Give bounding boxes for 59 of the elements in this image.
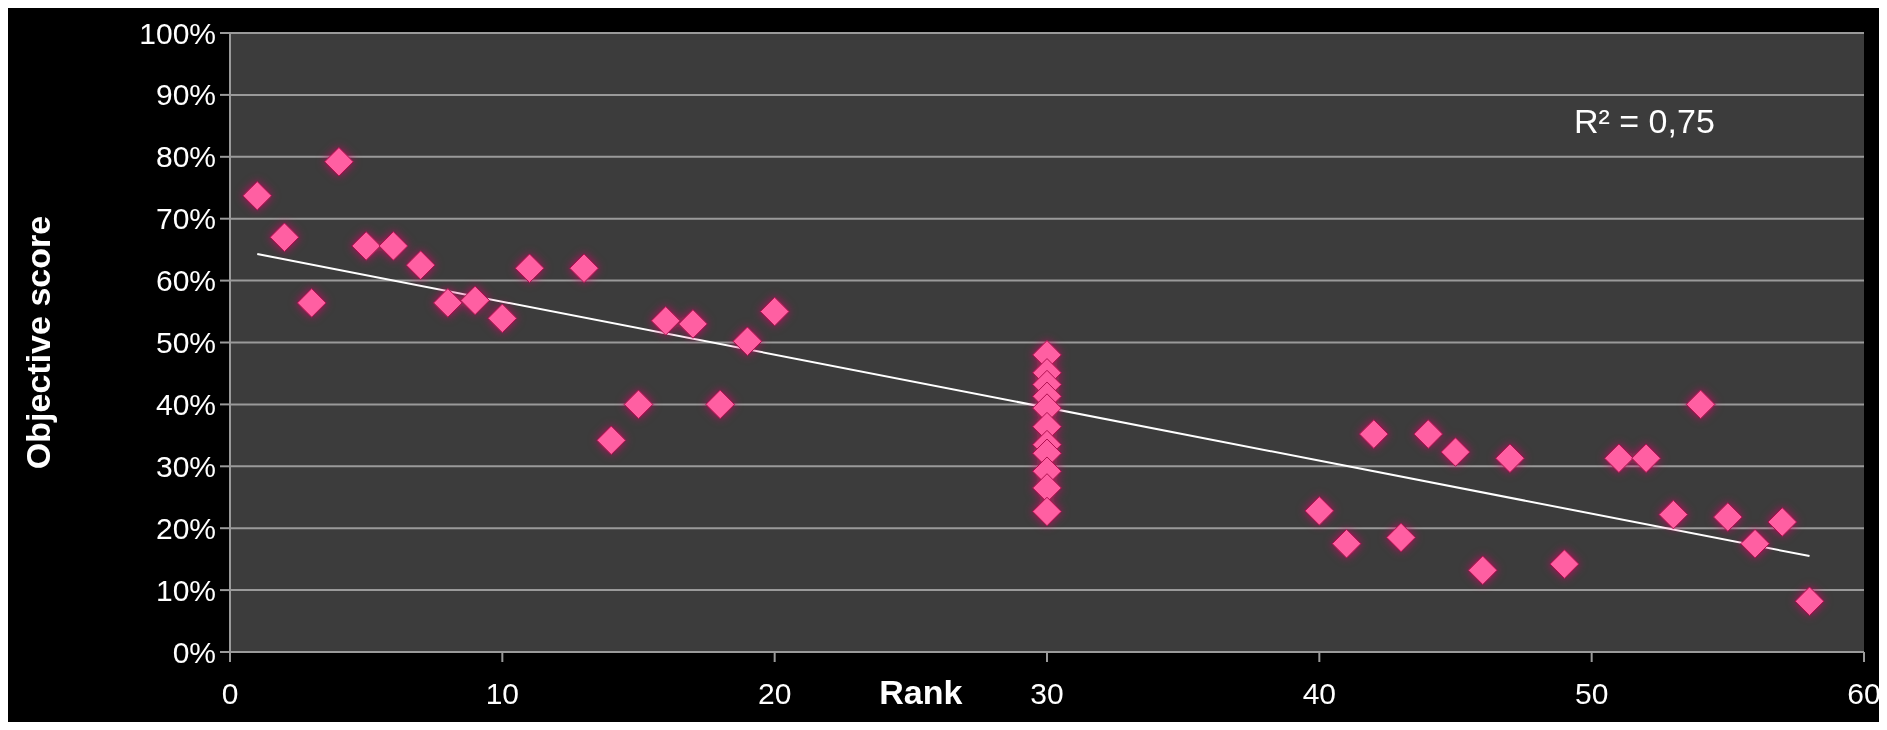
x-axis-title: Rank [879,673,963,711]
y-tick-label: 70% [155,202,216,236]
point [405,250,436,280]
point [759,296,790,327]
y-tick-label: 10% [155,573,216,607]
point [678,309,708,339]
point [460,285,490,316]
point [1386,522,1416,553]
x-tick-label: 60 [1847,677,1881,710]
y-tick-label: 100% [139,16,216,50]
y-tick-label: 0% [172,635,216,669]
point [324,146,354,177]
annotation: R² = 0,75 [1574,102,1715,140]
point [1713,502,1743,532]
point [705,389,735,420]
point [1767,507,1798,537]
point [1495,443,1525,474]
point [1032,496,1062,527]
x-tick-label: 30 [1030,677,1064,710]
x-tick-label: 10 [485,677,520,710]
point [351,231,381,261]
point [296,288,327,318]
y-tick-label: 20% [155,511,216,545]
point [269,222,300,253]
x-tick-label: 40 [1302,677,1337,710]
point [1440,437,1471,467]
point [596,425,627,456]
point [378,231,409,261]
x-tick-label: 20 [757,677,792,710]
y-tick-label: 40% [155,387,216,421]
point [569,253,599,283]
point [1740,528,1770,559]
point [623,389,654,420]
x-tick-label: 50 [1574,677,1609,710]
point [1549,549,1580,579]
point [487,303,518,334]
x-tick-label: 0 [221,677,239,710]
y-tick-label: 60% [155,264,216,298]
point [732,326,763,357]
y-axis-title: Objective score [19,215,57,470]
point [1794,586,1825,617]
point [1331,528,1362,559]
point [650,306,681,336]
point [1467,555,1498,586]
point [242,181,273,211]
y-tick-label: 30% [155,449,216,483]
y-tick-label: 90% [155,78,216,112]
y-tick-label: 50% [155,326,216,359]
point [433,288,463,318]
point [1604,443,1634,474]
point [1032,473,1062,503]
point [1685,389,1716,420]
point [1631,443,1661,474]
point [1304,496,1335,526]
point [1658,499,1689,530]
point [1413,419,1444,449]
y-tick-label: 80% [155,140,216,174]
point [1359,419,1389,449]
point [514,253,545,283]
